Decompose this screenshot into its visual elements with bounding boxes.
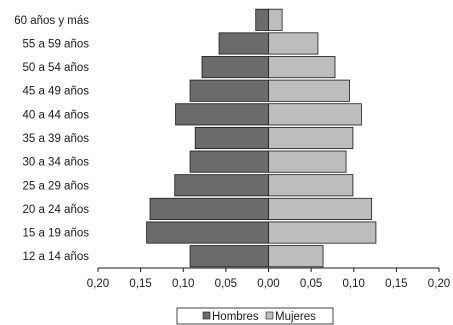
category-labels: 12 a 14 años 15 a 19 años 20 a 24 años 25 a… <box>14 15 89 263</box>
bar-hombres <box>189 79 269 102</box>
x-tick-label: 0,05 <box>300 278 322 290</box>
bar-hombres <box>189 245 269 268</box>
category-label: 15 a 19 años <box>22 228 89 240</box>
x-tick-label: 0,15 <box>129 278 151 290</box>
bar-mujeres <box>268 32 319 55</box>
x-tick-labels: 0,20 0,15 0,10 0,05 0,00 0,05 0,10 0,15 0,20 <box>87 278 450 290</box>
category-label: 12 a 14 años <box>22 251 89 263</box>
bar-hombres <box>146 221 269 244</box>
x-tick-label: 0,10 <box>343 278 365 290</box>
bar-mujeres <box>268 150 347 173</box>
bar-mujeres <box>268 245 324 268</box>
category-label: 60 años y más <box>14 15 89 27</box>
category-label: 35 a 39 años <box>22 133 89 145</box>
x-tick-label: 0,00 <box>257 278 279 290</box>
bars <box>146 8 377 268</box>
x-tick-label: 0,10 <box>172 278 194 290</box>
category-label: 55 a 59 años <box>22 38 89 50</box>
category-label: 40 a 44 años <box>22 109 89 121</box>
legend-swatch-hombres <box>202 311 211 320</box>
bar-hombres <box>174 174 269 197</box>
bar-hombres <box>175 103 269 126</box>
legend-swatch-mujeres <box>265 311 274 320</box>
bar-mujeres <box>268 8 283 31</box>
category-label: 25 a 29 años <box>22 180 89 192</box>
bar-hombres <box>194 126 269 150</box>
bar-hombres <box>255 8 269 31</box>
bar-hombres <box>218 32 269 55</box>
legend: Hombres Mujeres <box>176 307 334 325</box>
bar-hombres <box>189 150 269 173</box>
x-tick-label: 0,20 <box>428 278 450 290</box>
category-label: 20 a 24 años <box>22 204 89 216</box>
bar-mujeres <box>268 174 354 197</box>
legend-label-hombres: Hombres <box>212 311 259 323</box>
bar-mujeres <box>268 79 350 102</box>
category-label: 45 a 49 años <box>22 86 89 98</box>
bar-hombres <box>149 197 269 220</box>
bar-mujeres <box>268 197 373 220</box>
bar-mujeres <box>268 126 354 150</box>
bar-mujeres <box>268 221 377 244</box>
category-label: 30 a 34 años <box>22 157 89 169</box>
category-label: 50 a 54 años <box>22 62 89 74</box>
legend-label-mujeres: Mujeres <box>275 311 316 323</box>
legend-box <box>176 307 334 325</box>
x-axis <box>97 267 440 272</box>
x-tick-label: 0,20 <box>87 278 109 290</box>
x-tick-label: 0,05 <box>215 278 237 290</box>
x-tick-label: 0,15 <box>385 278 407 290</box>
bar-mujeres <box>268 103 362 126</box>
bar-mujeres <box>268 56 336 79</box>
bar-hombres <box>201 56 269 79</box>
